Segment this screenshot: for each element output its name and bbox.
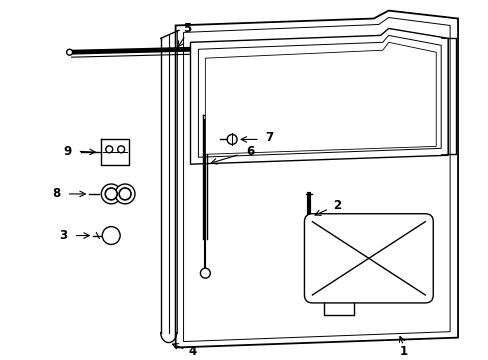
- Text: 5: 5: [183, 22, 191, 35]
- Circle shape: [200, 268, 210, 278]
- Polygon shape: [198, 35, 440, 157]
- Circle shape: [227, 135, 237, 144]
- Circle shape: [105, 146, 112, 153]
- Text: 8: 8: [53, 188, 61, 201]
- Circle shape: [118, 146, 124, 153]
- Text: 6: 6: [245, 145, 254, 158]
- Circle shape: [105, 188, 117, 200]
- Circle shape: [102, 227, 120, 244]
- Text: 3: 3: [60, 229, 67, 242]
- Polygon shape: [190, 28, 447, 164]
- FancyBboxPatch shape: [304, 214, 432, 303]
- Circle shape: [115, 184, 135, 204]
- Text: 4: 4: [188, 345, 196, 358]
- Circle shape: [101, 184, 121, 204]
- Text: 7: 7: [265, 131, 273, 144]
- Text: 2: 2: [332, 199, 341, 212]
- Text: 1: 1: [399, 345, 407, 358]
- Polygon shape: [205, 42, 435, 154]
- Circle shape: [119, 188, 131, 200]
- Text: 9: 9: [63, 145, 72, 158]
- Circle shape: [66, 49, 72, 55]
- Polygon shape: [175, 10, 457, 347]
